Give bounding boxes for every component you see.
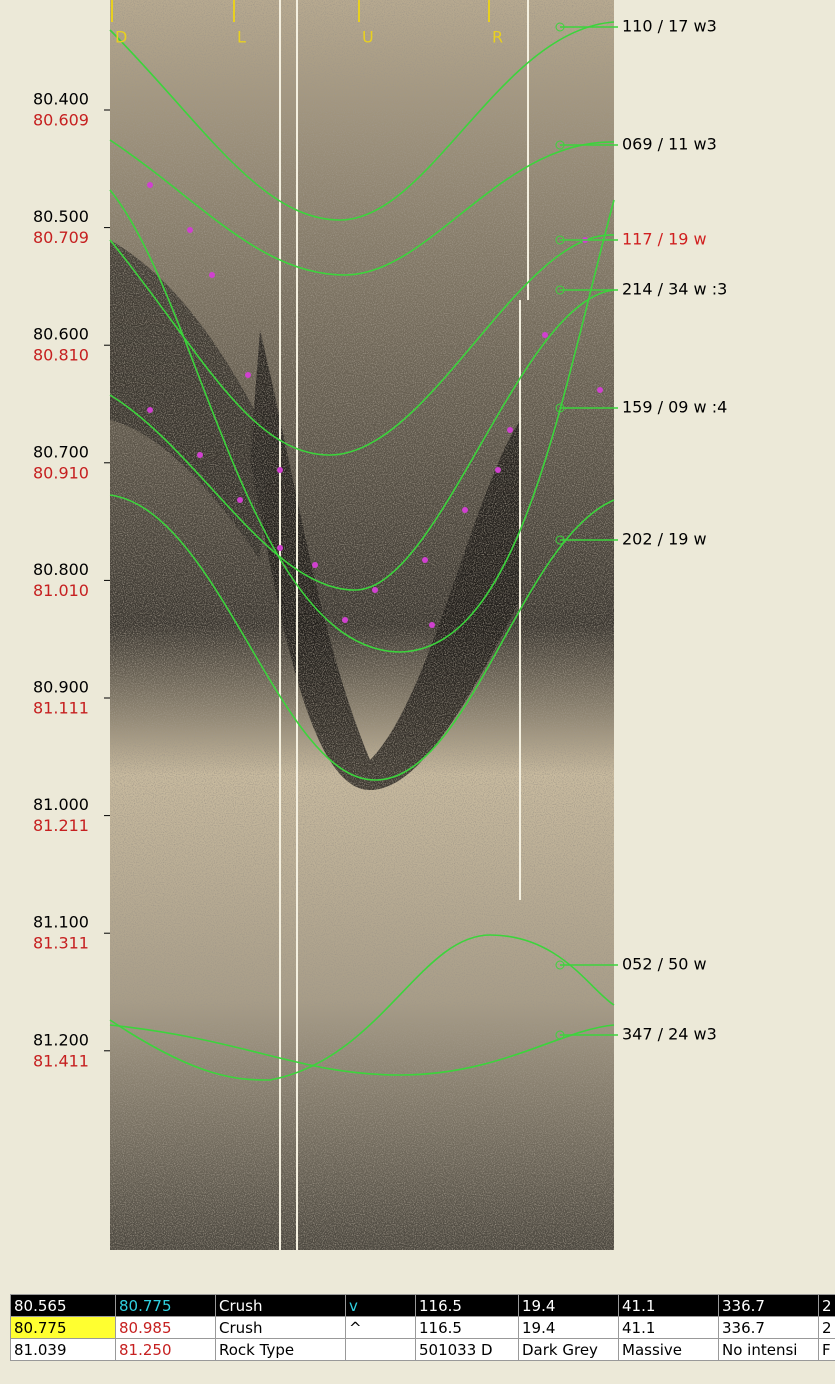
table-cell[interactable]: 80.775 — [11, 1317, 116, 1339]
table-cell[interactable]: Crush — [216, 1317, 346, 1339]
table-cell[interactable]: 336.7 — [719, 1317, 819, 1339]
feature-label: 069 / 11 w3 — [622, 135, 717, 154]
measured-depth: 81.100 — [33, 913, 89, 932]
true-depth: 81.411 — [33, 1051, 89, 1070]
table-cell[interactable]: 501033 D — [416, 1339, 519, 1361]
measured-depth: 80.600 — [33, 325, 89, 344]
table-cell[interactable]: 116.5 — [416, 1317, 519, 1339]
table-cell[interactable] — [346, 1339, 416, 1361]
measured-depth: 80.900 — [33, 678, 89, 697]
feature-label: 214 / 34 w :3 — [622, 280, 727, 299]
true-depth: 81.111 — [33, 699, 89, 718]
table-cell[interactable]: F — [819, 1339, 835, 1361]
table-cell[interactable]: ^ — [346, 1317, 416, 1339]
table-cell[interactable]: 336.7 — [719, 1295, 819, 1317]
table-cell[interactable]: 116.5 — [416, 1295, 519, 1317]
orientation-mark: L — [237, 28, 246, 47]
true-depth: 81.311 — [33, 934, 89, 953]
measured-depth: 80.500 — [33, 207, 89, 226]
table-cell[interactable]: 19.4 — [519, 1295, 619, 1317]
table-cell[interactable]: 81.039 — [11, 1339, 116, 1361]
feature-label: 347 / 24 w3 — [622, 1025, 717, 1044]
table-cell[interactable]: 80.565 — [11, 1295, 116, 1317]
feature-label: 202 / 19 w — [622, 530, 707, 549]
feature-label: 159 / 09 w :4 — [622, 398, 727, 417]
measured-depth: 81.000 — [33, 795, 89, 814]
table-cell[interactable]: Rock Type — [216, 1339, 346, 1361]
log-viewer: D L U R 80.400 80.609 80.500 80.709 80.600 80.810… — [0, 0, 835, 1384]
table-cell[interactable]: 41.1 — [619, 1317, 719, 1339]
measured-depth: 81.200 — [33, 1030, 89, 1049]
orientation-mark: U — [362, 28, 374, 47]
table-cell[interactable]: Dark Grey — [519, 1339, 619, 1361]
table-cell[interactable]: 2 — [819, 1295, 835, 1317]
measured-depth: 80.700 — [33, 442, 89, 461]
true-depth: 80.910 — [33, 463, 89, 482]
feature-label: 117 / 19 w — [622, 230, 707, 249]
table-cell[interactable]: 41.1 — [619, 1295, 719, 1317]
table-cell[interactable]: v — [346, 1295, 416, 1317]
orientation-mark: R — [492, 28, 503, 47]
measured-depth: 80.400 — [33, 90, 89, 109]
table-cell[interactable]: 2 — [819, 1317, 835, 1339]
orientation-mark: D — [115, 28, 127, 47]
measured-depth: 80.800 — [33, 560, 89, 579]
image-log: D L U R 80.400 80.609 80.500 80.709 80.600 80.810… — [0, 0, 835, 1290]
feature-label: 110 / 17 w3 — [622, 17, 717, 36]
true-depth: 80.609 — [33, 111, 89, 130]
feature-label: 052 / 50 w — [622, 955, 707, 974]
table-cell[interactable]: No intensi — [719, 1339, 819, 1361]
table-cell[interactable]: 80.775 — [116, 1295, 216, 1317]
true-depth: 81.010 — [33, 581, 89, 600]
true-depth: 80.810 — [33, 346, 89, 365]
table-cell[interactable]: Massive — [619, 1339, 719, 1361]
true-depth: 80.709 — [33, 228, 89, 247]
table-cell[interactable]: 80.985 — [116, 1317, 216, 1339]
table-cell[interactable]: Crush — [216, 1295, 346, 1317]
table-cell[interactable]: 81.250 — [116, 1339, 216, 1361]
table-cell[interactable]: 19.4 — [519, 1317, 619, 1339]
true-depth: 81.211 — [33, 816, 89, 835]
